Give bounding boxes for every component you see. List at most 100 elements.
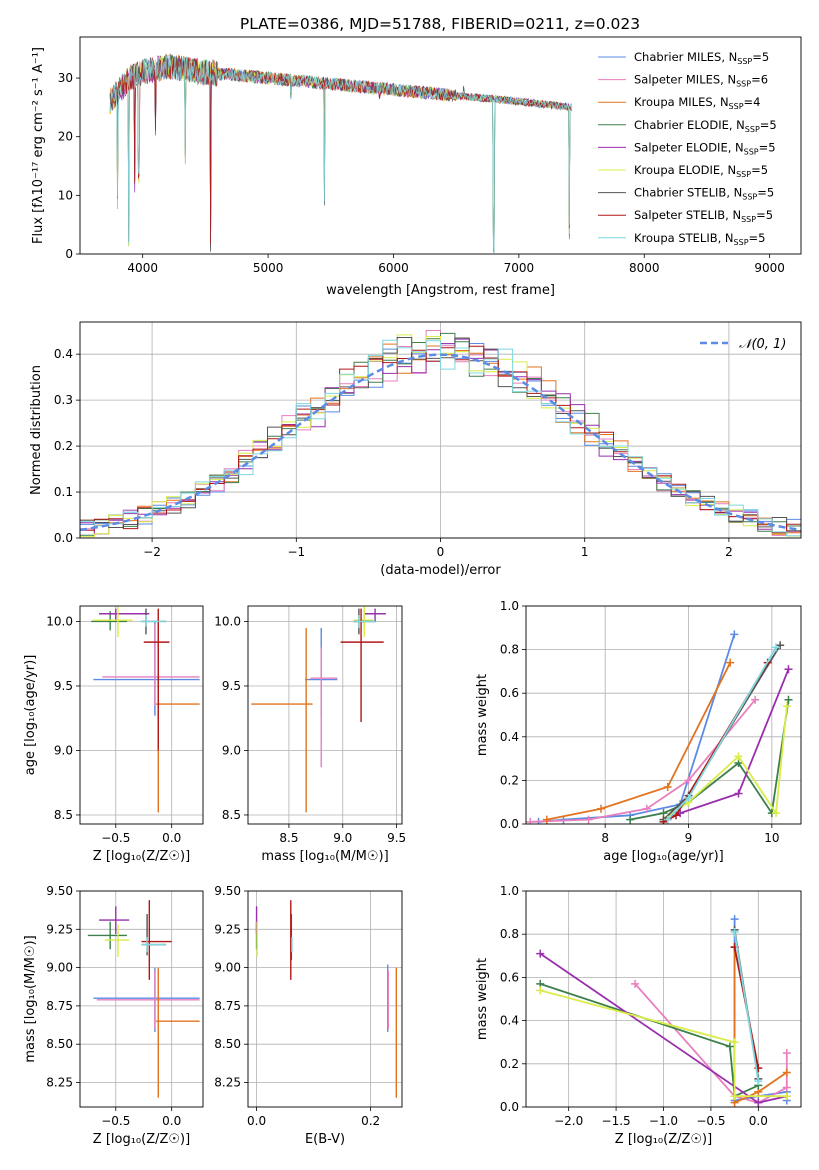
weight-marker xyxy=(782,1049,791,1057)
weight-marker xyxy=(754,1098,763,1107)
weight-marker xyxy=(663,782,672,791)
weight-marker xyxy=(642,804,651,813)
y-tick-label: 0.8 xyxy=(500,643,519,657)
y-tick-label: 0.2 xyxy=(500,773,519,787)
legend-entry: Kroupa STELIB, NSSP=5 xyxy=(634,231,765,247)
weight-marker xyxy=(782,1092,791,1101)
y-tick-label: 8.50 xyxy=(214,1037,241,1051)
errorbar-chabrier_stelib xyxy=(141,913,167,956)
y-tick-label: 9.25 xyxy=(46,922,73,936)
y-tick-label: 8.50 xyxy=(46,1037,73,1051)
y-tick-label: 0.2 xyxy=(54,439,73,453)
errorbar-salpeter_elodie xyxy=(99,608,150,622)
errorbar-kroupa_miles xyxy=(156,618,200,813)
errorbar-salpeter_miles xyxy=(102,624,200,706)
axes-frame xyxy=(525,890,802,1108)
y-tick-label: 10.0 xyxy=(46,614,73,628)
weight-marker xyxy=(597,804,605,813)
weight-marker xyxy=(726,658,735,667)
weight-marker xyxy=(626,815,635,824)
x-tick-label: −2.0 xyxy=(554,1114,583,1128)
errorbar-kroupa_miles xyxy=(156,967,200,1098)
weight-marker xyxy=(536,949,545,958)
y-tick-label: 0.0 xyxy=(54,531,73,545)
weight-marker xyxy=(730,1038,739,1047)
y-tick-label: 1.0 xyxy=(500,599,519,613)
x-axis-label: Z [log₁₀(Z/Z☉)] xyxy=(615,1132,712,1147)
y-tick-label: 8.5 xyxy=(222,808,241,822)
x-axis-label: Z [log₁₀(Z/Z☉)] xyxy=(93,1132,190,1147)
weight-series-salpeter_miles xyxy=(526,695,760,824)
x-tick-label: −0.5 xyxy=(696,1114,725,1128)
axes-frame xyxy=(79,890,204,1108)
weight-marker xyxy=(751,695,760,704)
x-tick-label: 0 xyxy=(437,545,445,559)
axes-frame xyxy=(525,605,802,825)
y-tick-label: 9.00 xyxy=(46,961,73,975)
y-tick-label: 0.0 xyxy=(500,1100,519,1114)
axes-frame xyxy=(247,890,403,1108)
x-tick-label: 9.5 xyxy=(387,831,406,845)
y-axis-label: mass weight xyxy=(475,674,490,756)
y-tick-label: 8.25 xyxy=(46,1075,73,1089)
y-tick-label: 20 xyxy=(58,130,73,144)
x-tick-label: 0.0 xyxy=(162,831,181,845)
y-tick-label: 8.75 xyxy=(46,999,73,1013)
x-axis-label: wavelength [Angstrom, rest frame] xyxy=(326,283,555,298)
weight-marker xyxy=(631,979,640,988)
errorbar-kroupa_stelib xyxy=(353,615,376,628)
y-tick-label: 30 xyxy=(58,71,73,85)
errorbar-salpeter_stelib xyxy=(340,608,384,723)
y-tick-label: 9.5 xyxy=(222,679,241,693)
weight-marker xyxy=(730,928,739,937)
errorbar-kroupa_stelib xyxy=(141,936,167,953)
y-tick-label: 8.75 xyxy=(214,999,241,1013)
y-tick-label: 0.6 xyxy=(500,970,519,984)
weight-marker xyxy=(730,915,739,924)
weight-marker xyxy=(672,811,680,820)
z-age-panel: −0.5 0.0 8.5 9.0 9.5 10.0 Z [log₁₀(Z/Z☉)] age [… xyxy=(23,605,204,864)
y-tick-label: 0.4 xyxy=(500,730,519,744)
spectrum-plot-area xyxy=(109,53,572,254)
weight-marker xyxy=(730,1092,739,1101)
axes-frame xyxy=(247,605,403,825)
x-tick-label: 6000 xyxy=(378,261,409,275)
errorbar-kroupa_miles xyxy=(251,627,313,813)
axes-frame xyxy=(79,36,802,255)
y-tick-label: 9.5 xyxy=(54,679,73,693)
legend-entry: Kroupa MILES, NSSP=4 xyxy=(634,95,760,111)
age-weight-panel: 8 9 10 0.0 0.2 0.4 0.6 0.8 1.0 age [log₁₀(age/yr)… xyxy=(475,599,802,864)
y-tick-label: 10.0 xyxy=(214,614,241,628)
y-axis-label: mass [log₁₀(M/M☉)] xyxy=(23,935,38,1062)
x-tick-label: −2 xyxy=(143,545,161,559)
panels: 4000 5000 6000 7000 8000 90000102030wavelengt… xyxy=(23,36,802,1147)
z-age-plot-area xyxy=(91,606,200,813)
x-tick-label: 0.0 xyxy=(162,1114,181,1128)
spectrum-panel: 4000 5000 6000 7000 8000 9000 0 10 20 30 wavelengt… xyxy=(31,36,802,298)
x-axis-label: E(B-V) xyxy=(305,1132,345,1147)
errorbar-salpeter_miles xyxy=(96,970,200,1029)
y-axis-label: mass weight xyxy=(475,958,490,1040)
x-tick-label: −1.0 xyxy=(649,1114,678,1128)
y-tick-label: 8.5 xyxy=(54,808,73,822)
x-tick-label: 9 xyxy=(685,831,693,845)
x-axis-label: mass [log₁₀(M/M☉)] xyxy=(261,849,388,864)
y-tick-label: 0.4 xyxy=(500,1014,519,1028)
spectrum-legend: Chabrier MILES, NSSP=5 Salpeter MILES, NS… xyxy=(598,50,777,247)
axes-frame xyxy=(79,605,204,825)
weight-series-kroupa_stelib xyxy=(730,928,763,1086)
figure-title: PLATE=0386, MJD=51788, FIBERID=0211, z=0… xyxy=(240,15,640,33)
legend-entry: Chabrier STELIB, NSSP=5 xyxy=(634,186,774,202)
z-mass-panel: −0.5 0.0 8.25 8.50 8.75 9.00 9.25 9.50 Z [log₁₀(… xyxy=(23,884,204,1147)
weight-marker xyxy=(684,793,693,802)
y-tick-label: 0.2 xyxy=(500,1057,519,1071)
weight-series-kroupa_stelib xyxy=(663,643,780,824)
y-tick-label: 9.0 xyxy=(222,743,241,757)
residuals-panel: −2 −1 0 1 2 0.0 0.1 0.2 0.3 0.4 (data-model)/error… xyxy=(29,321,802,578)
legend-entry: Salpeter STELIB, NSSP=5 xyxy=(634,208,773,224)
legend-entry: Kroupa ELODIE, NSSP=5 xyxy=(634,163,768,179)
weight-marker xyxy=(772,643,780,652)
y-tick-label: 0.4 xyxy=(54,347,73,361)
z-mass-plot-area xyxy=(87,900,200,1098)
x-tick-label: 2 xyxy=(725,545,733,559)
